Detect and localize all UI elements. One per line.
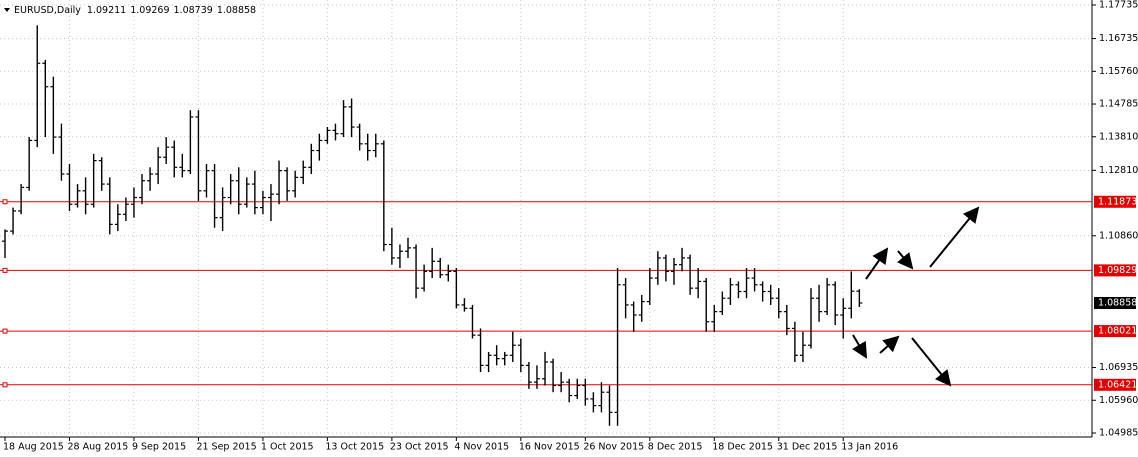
y-tick-label: 1.05960 <box>1099 395 1138 406</box>
y-tick-label: 1.04985 <box>1099 428 1138 439</box>
arrow <box>851 334 868 359</box>
x-tick-label: 13 Oct 2015 <box>325 442 384 453</box>
chart-header: EURUSD,Daily 1.09211 1.09269 1.08739 1.08858 <box>14 5 256 16</box>
x-tick-label: 8 Dec 2015 <box>648 442 703 453</box>
x-tick-label: 28 Aug 2015 <box>67 442 128 453</box>
menu-triangle[interactable] <box>4 8 10 12</box>
x-tick-label: 18 Dec 2015 <box>712 442 773 453</box>
y-tick-label: 1.12810 <box>1099 165 1138 176</box>
y-tick-label: 1.14785 <box>1099 99 1138 110</box>
arrows <box>851 206 980 387</box>
x-tick-label: 23 Oct 2015 <box>390 442 449 453</box>
x-tick-label: 9 Sep 2015 <box>132 442 186 453</box>
y-tick-label: 1.13810 <box>1099 131 1138 142</box>
arrow <box>896 250 914 270</box>
x-tick-label: 21 Sep 2015 <box>196 442 256 453</box>
x-tick-label: 31 Dec 2015 <box>777 442 838 453</box>
symbol: EURUSD,Daily <box>14 5 81 16</box>
x-tick-label: 26 Nov 2015 <box>583 442 644 453</box>
x-tick-label: 18 Aug 2015 <box>3 442 64 453</box>
y-tick-label: 1.17735 <box>1099 0 1138 11</box>
x-tick-label: 16 Nov 2015 <box>519 442 580 453</box>
header-close: 1.08858 <box>217 5 256 16</box>
arrow <box>911 337 952 387</box>
y-tick-label: 1.06935 <box>1099 362 1138 373</box>
level-label: 1.06421 <box>1098 379 1137 390</box>
level-label-box <box>1094 378 1136 391</box>
x-tick-label: 1 Oct 2015 <box>261 442 314 453</box>
arrow <box>865 247 889 280</box>
arrow <box>879 335 900 354</box>
level-anchor <box>2 328 8 334</box>
price-label: 1.08858 <box>1098 297 1137 308</box>
x-tick-label: 4 Nov 2015 <box>454 442 509 453</box>
header-low: 1.08739 <box>174 5 213 16</box>
level-anchor <box>2 382 8 388</box>
price-label-box <box>1094 296 1136 309</box>
header-open: 1.09211 <box>87 5 126 16</box>
y-tick-label: 1.15760 <box>1099 66 1138 77</box>
y-tick-label: 1.16735 <box>1099 33 1138 44</box>
level-anchor <box>2 199 8 205</box>
x-tick-label: 13 Jan 2016 <box>841 442 898 453</box>
level-anchor <box>2 267 8 273</box>
arrow <box>929 206 980 268</box>
header-high: 1.09269 <box>130 5 169 16</box>
level-label-box <box>1094 264 1136 277</box>
level-label: 1.08021 <box>1098 326 1137 337</box>
level-label: 1.11873 <box>1098 196 1137 207</box>
level-label-box <box>1094 325 1136 338</box>
level-label: 1.09829 <box>1098 265 1137 276</box>
y-tick-label: 1.10860 <box>1099 230 1138 241</box>
level-label-box <box>1094 195 1136 208</box>
